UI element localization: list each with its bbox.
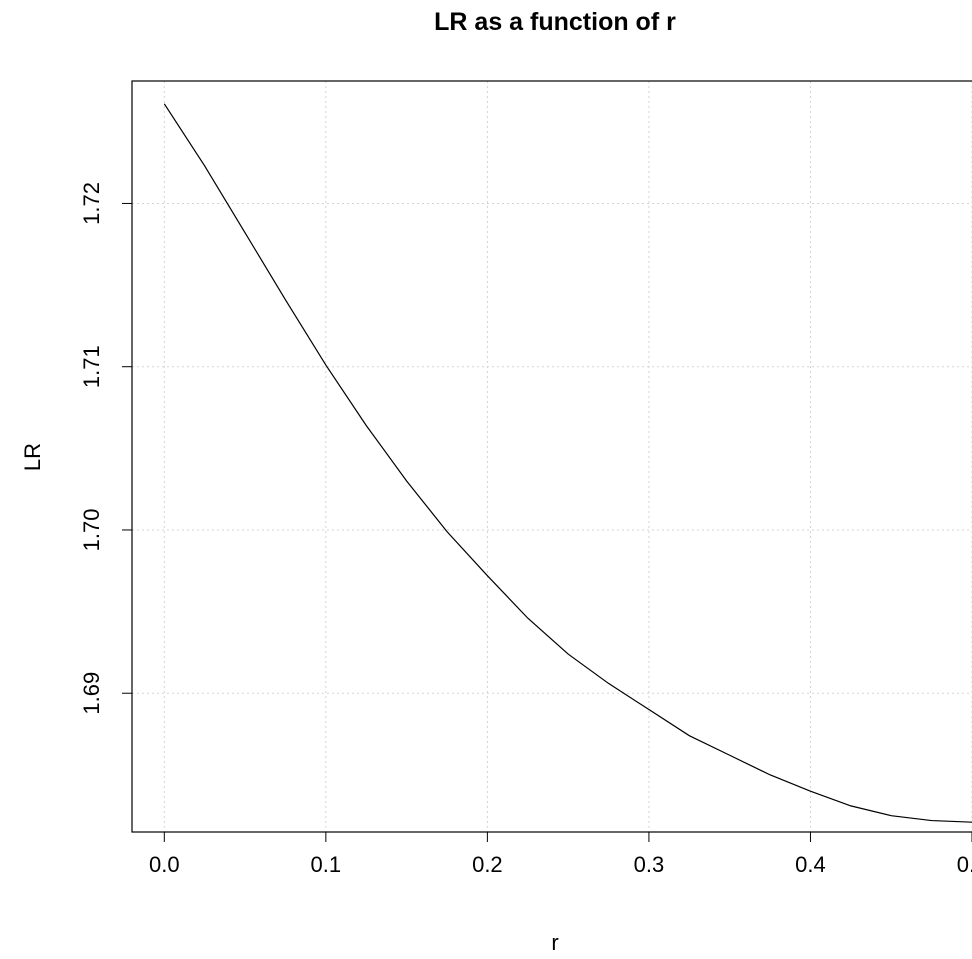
- grid: [132, 81, 972, 832]
- series-line-0: [164, 104, 972, 822]
- x-tick-label: 0.2: [472, 852, 503, 877]
- x-tick-label: 0.3: [634, 852, 665, 877]
- x-tick-label: 0.0: [149, 852, 180, 877]
- y-tick-label: 1.72: [79, 182, 104, 225]
- y-tick-label: 1.71: [79, 345, 104, 388]
- chart-title: LR as a function of r: [434, 8, 676, 36]
- plot-frame: [132, 81, 972, 832]
- x-tick-label: 0.5: [957, 852, 972, 877]
- x-tick-label: 0.1: [311, 852, 342, 877]
- y-axis-label: LR: [20, 443, 45, 471]
- y-tick-label: 1.70: [79, 509, 104, 552]
- y-tick-label: 1.69: [79, 672, 104, 715]
- x-tick-label: 0.4: [795, 852, 826, 877]
- series-group: [164, 104, 972, 822]
- x-axis-label: r: [551, 930, 558, 955]
